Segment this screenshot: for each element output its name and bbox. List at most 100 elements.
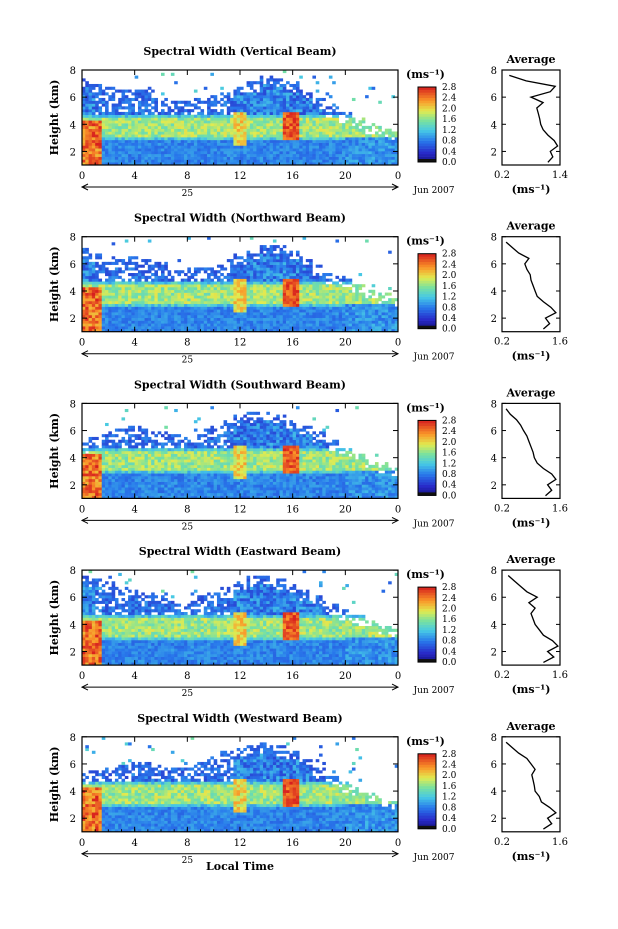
heatmap-cell bbox=[289, 100, 293, 104]
heatmap-cell bbox=[299, 295, 303, 299]
heatmap-cell bbox=[371, 156, 376, 160]
heatmap-cell bbox=[246, 292, 251, 296]
heatmap-cell bbox=[384, 145, 389, 149]
heatmap-cell bbox=[118, 326, 122, 330]
heatmap-cell bbox=[164, 275, 168, 279]
heatmap-cell bbox=[105, 490, 109, 494]
heatmap-cell bbox=[325, 298, 330, 302]
heatmap-cell bbox=[216, 317, 221, 321]
heatmap-cell bbox=[177, 120, 182, 124]
heatmap-cell bbox=[342, 162, 346, 166]
heatmap-cell bbox=[279, 128, 284, 132]
heatmap-cell bbox=[384, 323, 389, 327]
heatmap-cell bbox=[174, 317, 178, 321]
heatmap-cell bbox=[118, 103, 122, 107]
heatmap-cell bbox=[230, 312, 234, 316]
heatmap-cell bbox=[335, 117, 340, 121]
heatmap-cell bbox=[174, 134, 178, 138]
heatmap-cell bbox=[220, 117, 224, 121]
heatmap-cell bbox=[207, 286, 211, 291]
heatmap-cell bbox=[276, 100, 280, 104]
heatmap-cell bbox=[141, 100, 145, 104]
heatmap-cell bbox=[95, 453, 99, 457]
heatmap-cell bbox=[144, 153, 149, 157]
heatmap-cell bbox=[365, 148, 369, 152]
heatmap-cell bbox=[121, 323, 126, 327]
heatmap-cell bbox=[365, 134, 369, 138]
colorbar-segment bbox=[418, 135, 436, 139]
heatmap-cell bbox=[263, 114, 267, 118]
heatmap-cell bbox=[197, 137, 201, 141]
heatmap-cell bbox=[328, 300, 333, 305]
heatmap-cell bbox=[325, 120, 330, 124]
heatmap-cell bbox=[98, 111, 103, 115]
colorbar-tick-label: 1.2 bbox=[442, 126, 456, 136]
heatmap-cell bbox=[355, 312, 359, 316]
heatmap-cell bbox=[263, 289, 267, 293]
heatmap-cell bbox=[335, 159, 340, 163]
heatmap-cell bbox=[338, 320, 343, 324]
heatmap-cell bbox=[299, 106, 303, 110]
heatmap-cell bbox=[91, 97, 96, 102]
heatmap-cell bbox=[309, 328, 313, 332]
heatmap-cell bbox=[384, 328, 389, 332]
heatmap-cell bbox=[200, 134, 205, 138]
heatmap-cell bbox=[295, 328, 300, 332]
heatmap-cell bbox=[207, 292, 211, 296]
heatmap-cell bbox=[345, 317, 349, 321]
heatmap-cell bbox=[381, 295, 386, 299]
heatmap-cell bbox=[101, 281, 106, 285]
heatmap-cell bbox=[292, 314, 297, 319]
heatmap-cell bbox=[147, 320, 152, 324]
heatmap-cell bbox=[286, 100, 290, 104]
heatmap-cell bbox=[98, 139, 103, 143]
heatmap-cell bbox=[276, 326, 280, 330]
heatmap-cell bbox=[105, 125, 109, 129]
heatmap-cell bbox=[108, 456, 112, 460]
heatmap-cell bbox=[144, 159, 149, 163]
heatmap-cell bbox=[325, 286, 330, 291]
heatmap-cell bbox=[371, 320, 376, 324]
heatmap-cell bbox=[207, 328, 211, 332]
heatmap-cell bbox=[111, 162, 116, 166]
heatmap-cell bbox=[210, 281, 214, 285]
heatmap-cell bbox=[302, 314, 307, 319]
heatmap-cell bbox=[240, 314, 244, 319]
heatmap-cell bbox=[213, 125, 218, 129]
heatmap-cell bbox=[187, 142, 191, 146]
heatmap-cell bbox=[121, 298, 126, 302]
heatmap-cell bbox=[111, 123, 116, 127]
heatmap-cell bbox=[91, 487, 96, 491]
heatmap-cell bbox=[85, 303, 89, 307]
heatmap-cell bbox=[121, 148, 126, 152]
heatmap-cell bbox=[200, 125, 205, 129]
heatmap-cell bbox=[118, 159, 122, 163]
heatmap-cell bbox=[236, 131, 241, 135]
heatmap-cell bbox=[88, 86, 93, 90]
heatmap-cell bbox=[361, 134, 366, 138]
heatmap-cell bbox=[118, 450, 122, 454]
heatmap-cell bbox=[276, 103, 280, 107]
heatmap-cell bbox=[240, 289, 244, 293]
heatmap-cell bbox=[223, 117, 228, 121]
heatmap-cell bbox=[111, 298, 116, 302]
heatmap-cell bbox=[312, 295, 317, 299]
heatmap-cell bbox=[223, 281, 228, 285]
heatmap-cell bbox=[213, 103, 218, 107]
heatmap-cell bbox=[200, 326, 205, 330]
heatmap-cell bbox=[266, 139, 270, 143]
heatmap-cell bbox=[279, 289, 284, 293]
x-tick-label: 4 bbox=[131, 171, 137, 182]
heatmap-cell bbox=[259, 120, 264, 124]
heatmap-cell bbox=[243, 159, 247, 163]
heatmap-cell bbox=[246, 111, 251, 115]
heatmap-cell bbox=[118, 275, 122, 279]
heatmap-cell bbox=[256, 159, 261, 163]
heatmap-cell bbox=[315, 278, 320, 282]
heatmap-cell bbox=[82, 111, 86, 115]
heatmap-cell bbox=[203, 86, 208, 90]
heatmap-cell bbox=[121, 459, 126, 463]
average-y-tick-label: 8 bbox=[491, 233, 497, 244]
heatmap-cell bbox=[151, 278, 155, 282]
heatmap-cell bbox=[114, 120, 119, 124]
